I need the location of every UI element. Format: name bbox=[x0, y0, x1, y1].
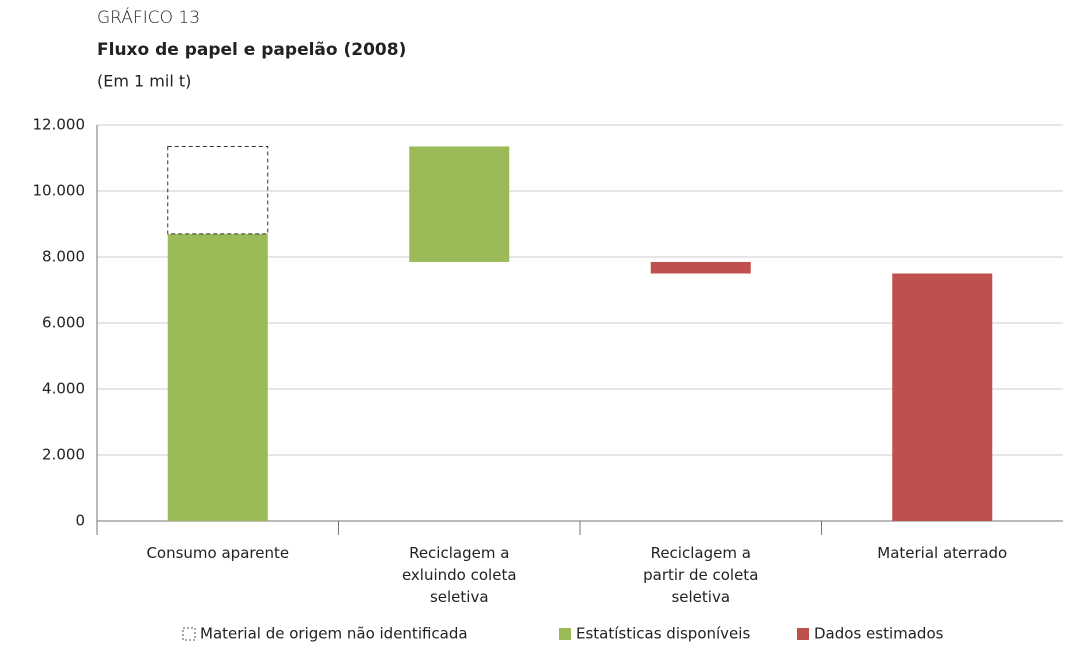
y-tick-label: 8.000 bbox=[42, 248, 85, 266]
bar bbox=[650, 261, 751, 274]
y-tick-label: 6.000 bbox=[42, 314, 85, 332]
y-tick-label: 10.000 bbox=[33, 182, 86, 200]
y-tick-label: 4.000 bbox=[42, 380, 85, 398]
legend-label: Estatísticas disponíveis bbox=[576, 625, 750, 643]
chart-subtitle: (Em 1 mil t) bbox=[97, 72, 191, 91]
bar bbox=[409, 146, 510, 262]
legend-swatch bbox=[797, 628, 809, 640]
x-tick-label: Consumo aparente bbox=[146, 544, 289, 562]
bar bbox=[892, 273, 993, 521]
legend-label: Dados estimados bbox=[814, 625, 944, 643]
legend-swatch bbox=[559, 628, 571, 640]
y-tick-label: 12.000 bbox=[33, 116, 86, 134]
chart-label: GRÁFICO 13 bbox=[97, 6, 200, 28]
y-tick-label: 0 bbox=[75, 512, 85, 530]
x-tick-label: Reciclagem a partir de coleta seletiva bbox=[643, 544, 758, 606]
x-tick-label: Material aterrado bbox=[877, 544, 1007, 562]
bar bbox=[167, 145, 269, 235]
bar bbox=[167, 233, 268, 521]
legend-swatch bbox=[182, 627, 196, 641]
y-tick-label: 2.000 bbox=[42, 446, 85, 464]
x-tick-label: Reciclagem a exluindo coleta seletiva bbox=[402, 544, 517, 606]
chart-title: Fluxo de papel e papelão (2008) bbox=[97, 40, 406, 60]
legend-label: Material de origem não identificada bbox=[200, 625, 468, 643]
